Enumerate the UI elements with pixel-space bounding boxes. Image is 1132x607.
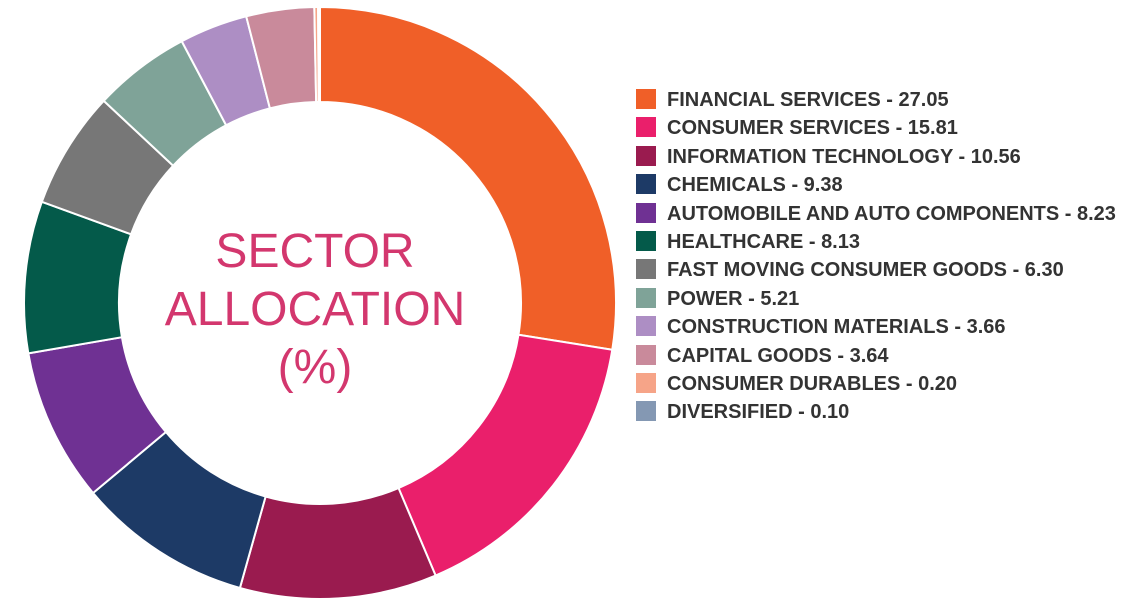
chart-title-line-3: (%) [277, 341, 353, 394]
legend-label: AUTOMOBILE AND AUTO COMPONENTS - 8.23 [667, 202, 1116, 225]
chart-title-line-1: SECTOR [215, 225, 415, 278]
legend-swatch [636, 145, 656, 166]
legend-item: FINANCIAL SERVICES - 27.05 [636, 86, 1126, 114]
legend-label: DIVERSIFIED - 0.10 [667, 401, 850, 424]
legend-item: INFORMATION TECHNOLOGY - 10.56 [636, 143, 1126, 171]
chart-title-line-2: ALLOCATION [164, 283, 466, 336]
legend-swatch [636, 174, 656, 195]
legend-item: CONSUMER DURABLES - 0.20 [636, 370, 1126, 398]
slice-financial-services [319, 5, 617, 351]
slice-information-technology [238, 486, 437, 600]
legend-label: FAST MOVING CONSUMER GOODS - 6.30 [667, 259, 1064, 282]
donut-chart [23, 5, 617, 600]
legend-swatch [636, 401, 656, 422]
legend-item: AUTOMOBILE AND AUTO COMPONENTS - 8.23 [636, 200, 1126, 228]
legend-swatch [636, 231, 656, 252]
legend-label: INFORMATION TECHNOLOGY - 10.56 [667, 145, 1021, 168]
legend-label: FINANCIAL SERVICES - 27.05 [667, 89, 949, 111]
legend-item: FAST MOVING CONSUMER GOODS - 6.30 [636, 256, 1126, 284]
legend-label: CHEMICALS - 9.38 [667, 174, 843, 197]
legend-swatch [636, 89, 656, 109]
legend-item: CONSUMER SERVICES - 15.81 [636, 114, 1126, 142]
chart-legend: FINANCIAL SERVICES - 27.05 CONSUMER SERVI… [636, 86, 1126, 427]
legend-swatch [636, 373, 656, 394]
legend-swatch [636, 117, 656, 138]
legend-swatch [636, 344, 656, 365]
chart-title: SECTOR ALLOCATION (%) [120, 223, 510, 397]
legend-label: POWER - 5.21 [667, 287, 800, 310]
legend-swatch [636, 287, 656, 308]
legend-item: HEALTHCARE - 8.13 [636, 228, 1126, 256]
legend-item: CHEMICALS - 9.38 [636, 171, 1126, 199]
legend-swatch [636, 316, 656, 337]
slice-diversified [317, 5, 321, 104]
legend-label: CONSUMER SERVICES - 15.81 [667, 117, 958, 140]
legend-item: CONSTRUCTION MATERIALS - 3.66 [636, 313, 1126, 341]
legend-label: CAPITAL GOODS - 3.64 [667, 344, 889, 367]
legend-item: POWER - 5.21 [636, 285, 1126, 313]
donut-slices [23, 5, 617, 600]
legend-item: CAPITAL GOODS - 3.64 [636, 342, 1126, 370]
legend-item: DIVERSIFIED - 0.10 [636, 398, 1126, 426]
legend-label: CONSUMER DURABLES - 0.20 [667, 373, 958, 396]
legend-swatch [636, 259, 656, 280]
legend-label: CONSTRUCTION MATERIALS - 3.66 [667, 316, 1006, 339]
legend-swatch [636, 202, 656, 223]
legend-label: HEALTHCARE - 8.13 [667, 231, 860, 254]
